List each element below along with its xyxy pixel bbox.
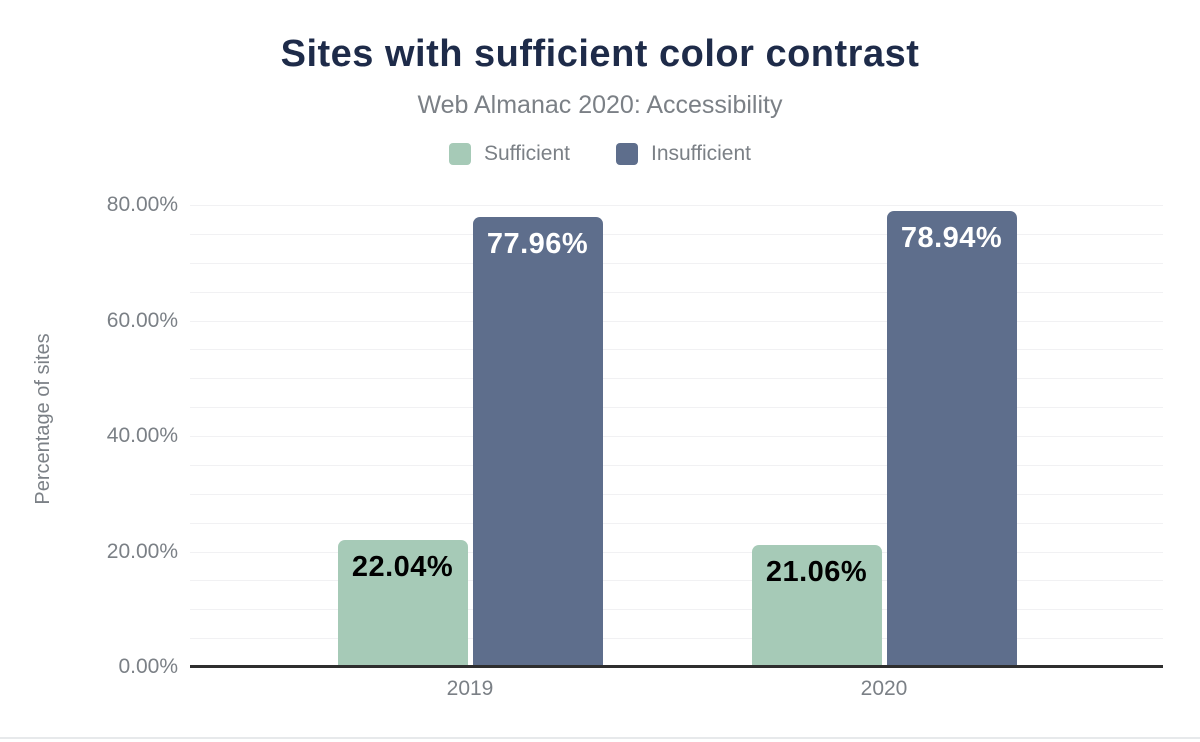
legend-swatch-insufficient (615, 143, 638, 165)
y-axis-tick-label: 0.00% (118, 655, 178, 678)
bar-value-label: 78.94% (900, 222, 1003, 255)
x-axis-category-label: 2020 (860, 677, 908, 700)
gridline (190, 609, 1163, 611)
gridline (190, 378, 1163, 380)
bar-insufficient-2020[interactable]: 78.94% (886, 211, 1017, 667)
bar-value-label: 77.96% (486, 227, 589, 260)
gridline (190, 205, 1163, 206)
bar-sufficient-2019[interactable]: 22.04% (337, 539, 468, 667)
gridline (190, 262, 1163, 264)
gridline (190, 233, 1163, 235)
legend: Sufficient Insufficient (0, 142, 1200, 166)
chart-subtitle: Web Almanac 2020: Accessibility (417, 91, 783, 119)
legend-label-sufficient: Sufficient (483, 142, 570, 165)
gridline (190, 320, 1163, 322)
gridline (190, 551, 1163, 553)
plot-area: 22.04% 77.96% 21.06% 78.94% (190, 205, 1163, 667)
gridline (190, 580, 1163, 582)
y-axis-tick-label: 20.00% (106, 539, 178, 563)
gridline (190, 493, 1163, 495)
legend-label-insufficient: Insufficient (650, 142, 751, 165)
gridline (190, 464, 1163, 466)
y-axis-tick-label: 60.00% (106, 308, 178, 332)
page-bottom-border (0, 737, 1200, 739)
chart-title: Sites with sufficient color contrast (280, 33, 920, 75)
gridline (190, 407, 1163, 409)
bar-sufficient-2020[interactable]: 21.06% (751, 545, 882, 667)
gridline (190, 638, 1163, 640)
y-axis-tick-label: 80.00% (106, 193, 178, 216)
legend-item-sufficient[interactable]: Sufficient (448, 142, 570, 166)
legend-swatch-sufficient (448, 143, 471, 165)
bar-insufficient-2019[interactable]: 77.96% (472, 216, 603, 667)
gridline (190, 436, 1163, 437)
gridline (190, 522, 1163, 524)
gridline (190, 291, 1163, 293)
bar-value-label: 22.04% (351, 550, 454, 583)
gridline (190, 349, 1163, 351)
legend-item-insufficient[interactable]: Insufficient (615, 142, 751, 166)
y-axis-tick-label: 40.00% (106, 424, 178, 447)
x-axis-category-label: 2019 (446, 677, 494, 700)
bar-value-label: 21.06% (765, 556, 868, 589)
x-axis-line (190, 665, 1163, 668)
